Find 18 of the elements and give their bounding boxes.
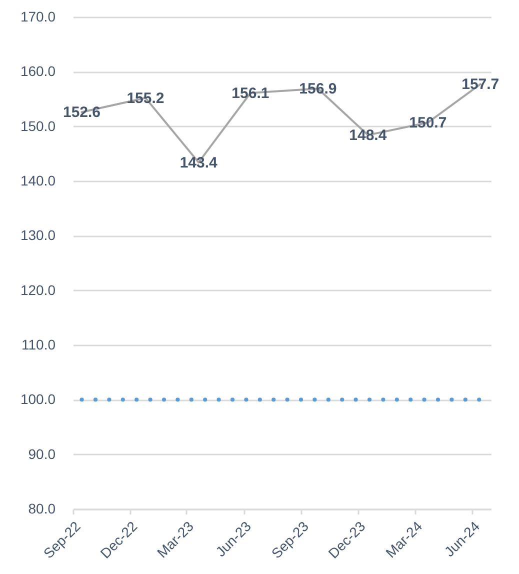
y-tick-label: 160.0 <box>20 63 56 80</box>
y-tick-label: 110.0 <box>22 336 56 352</box>
data-label: 156.9 <box>299 80 337 98</box>
y-tick-label: 170.0 <box>20 8 56 24</box>
y-tick-label: 120.0 <box>20 282 56 298</box>
y-tick-label: 100.0 <box>20 391 56 408</box>
data-label: 152.6 <box>62 104 101 122</box>
data-label: 157.7 <box>462 76 500 94</box>
data-label: 143.4 <box>180 154 218 172</box>
y-tick-label: 130.0 <box>20 227 56 244</box>
data-label: 155.2 <box>126 90 164 107</box>
y-tick-label: 140.0 <box>20 172 56 188</box>
y-tick-label: 150.0 <box>20 118 56 134</box>
y-tick-label: 80.0 <box>28 500 56 516</box>
data-label: 150.7 <box>409 114 447 132</box>
y-tick-label: 90.0 <box>28 446 56 462</box>
data-label: 148.4 <box>349 127 388 144</box>
data-label: 156.1 <box>232 84 270 102</box>
